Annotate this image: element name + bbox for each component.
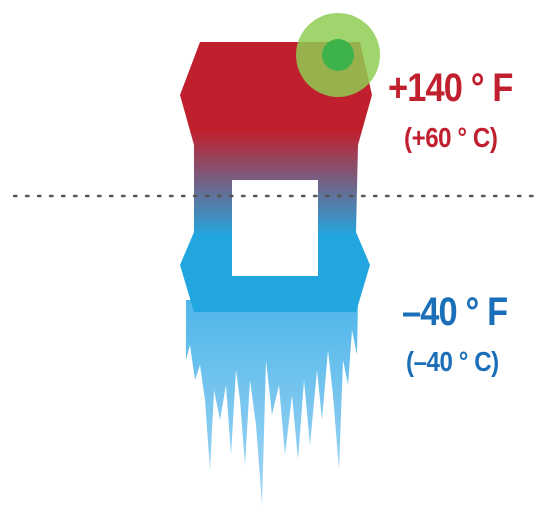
icicles: [186, 300, 358, 505]
hot-temperature-fahrenheit: +140 ° F: [388, 66, 513, 110]
hot-temperature-celsius: (+60 ° C): [404, 122, 498, 153]
temperature-block: [180, 42, 372, 312]
window-opening: [232, 180, 318, 276]
indicator-inner-dot: [322, 39, 354, 71]
cold-temperature-celsius: (–40 ° C): [406, 346, 499, 377]
cold-temperature-fahrenheit: –40 ° F: [402, 290, 508, 334]
